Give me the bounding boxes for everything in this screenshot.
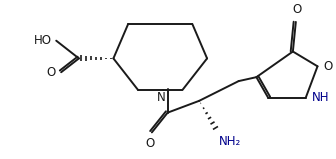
Text: HO: HO bbox=[34, 34, 52, 47]
Text: NH₂: NH₂ bbox=[219, 135, 241, 148]
Text: N: N bbox=[157, 91, 166, 104]
Text: O: O bbox=[145, 137, 155, 150]
Text: O: O bbox=[324, 60, 333, 73]
Text: NH: NH bbox=[311, 91, 329, 104]
Text: O: O bbox=[46, 66, 55, 79]
Text: O: O bbox=[292, 3, 301, 16]
